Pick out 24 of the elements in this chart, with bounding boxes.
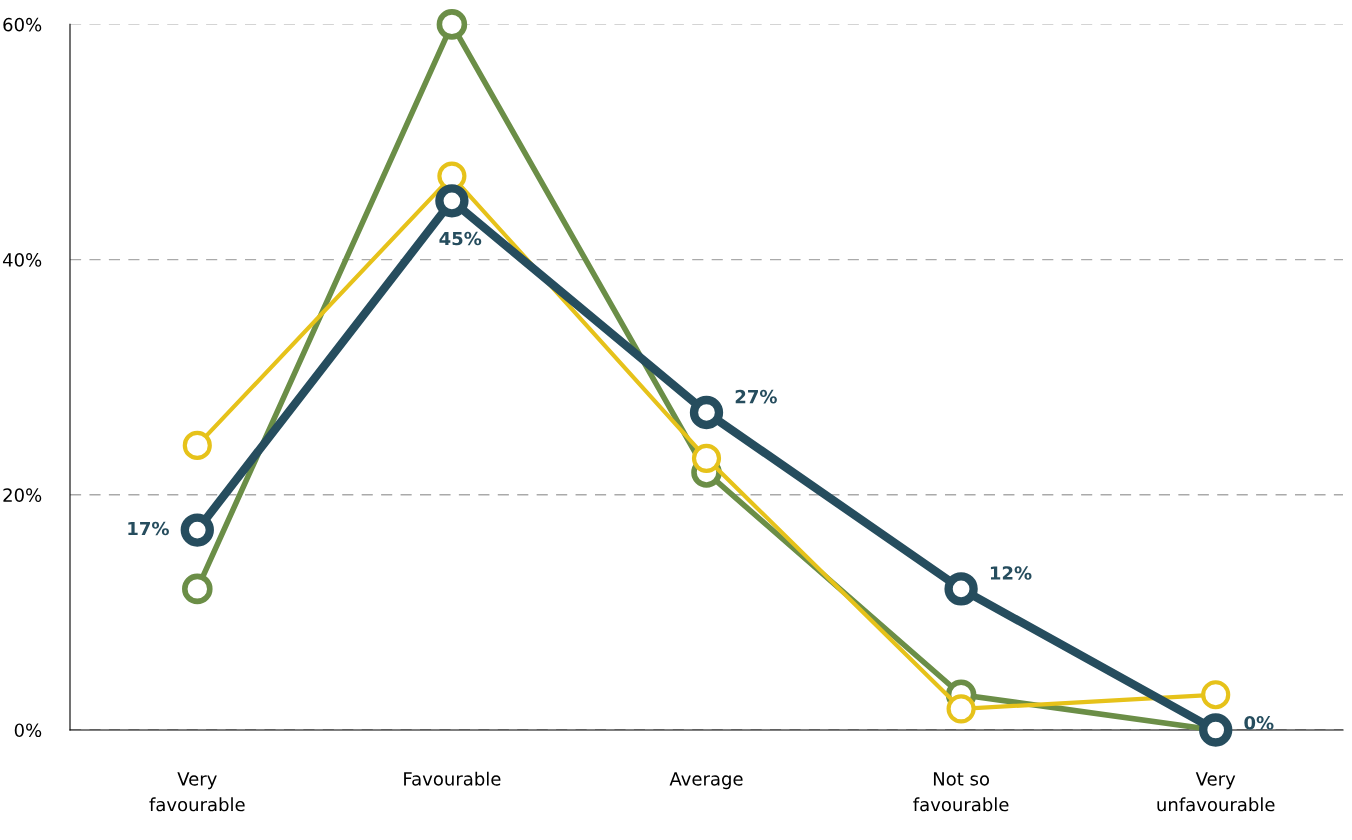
y-tick-label: 20%: [3, 488, 42, 502]
y-tick-label: 0%: [14, 723, 42, 738]
point: [946, 694, 976, 724]
point: [689, 395, 724, 430]
point: [691, 443, 722, 473]
point: [182, 430, 212, 460]
x-tick-label: Not so favourable: [913, 772, 1009, 812]
data-label: 12%: [990, 566, 1032, 580]
data-label: 27%: [735, 389, 777, 404]
x-tick-label: Average: [669, 772, 743, 790]
point: [436, 9, 468, 40]
x-tick-label: Very favourable: [149, 772, 245, 812]
data-label: 17%: [128, 521, 169, 536]
x-tick-label: Favourable: [404, 771, 501, 786]
point: [1201, 680, 1231, 710]
point: [435, 184, 469, 218]
point: [944, 572, 978, 606]
point: [182, 573, 213, 605]
y-tick-label: 40%: [2, 253, 42, 267]
data-label: 45%: [439, 231, 482, 246]
data-label: 0%: [1244, 716, 1274, 730]
point: [180, 513, 214, 547]
x-tick-label: Very unfavourable: [1157, 772, 1275, 812]
y-tick-label: 60%: [3, 17, 42, 32]
